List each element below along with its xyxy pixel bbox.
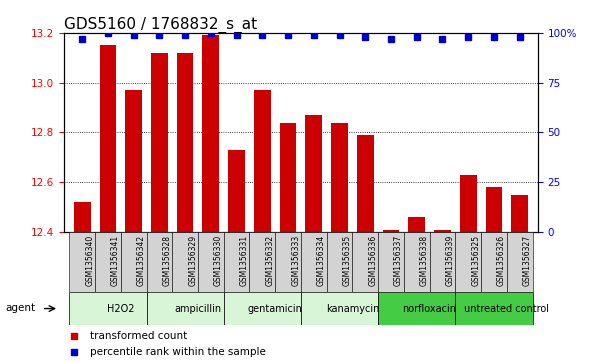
Bar <box>151 53 168 232</box>
Bar <box>202 35 219 232</box>
Bar <box>224 292 301 325</box>
Bar <box>69 292 147 325</box>
Text: untreated control: untreated control <box>464 303 549 314</box>
Bar <box>460 175 477 232</box>
Bar <box>280 123 296 232</box>
Bar <box>172 232 198 292</box>
Bar <box>378 292 455 325</box>
Text: gentamicin: gentamicin <box>247 303 302 314</box>
Text: agent: agent <box>5 303 35 313</box>
Text: norfloxacin: norfloxacin <box>403 303 456 314</box>
Text: GSM1356338: GSM1356338 <box>420 235 429 286</box>
Bar <box>306 115 322 232</box>
Bar <box>430 232 455 292</box>
Bar <box>177 53 194 232</box>
Bar <box>147 292 224 325</box>
Bar <box>481 232 507 292</box>
Text: GSM1356332: GSM1356332 <box>265 235 274 286</box>
Bar <box>455 232 481 292</box>
Text: GSM1356340: GSM1356340 <box>86 235 94 286</box>
Text: GSM1356334: GSM1356334 <box>317 235 326 286</box>
Text: GSM1356325: GSM1356325 <box>471 235 480 286</box>
Text: GSM1356327: GSM1356327 <box>523 235 532 286</box>
Bar <box>275 232 301 292</box>
Bar <box>327 232 353 292</box>
Bar <box>198 232 224 292</box>
Bar <box>408 217 425 232</box>
Text: GSM1356329: GSM1356329 <box>188 235 197 286</box>
Bar <box>382 230 400 232</box>
Bar <box>434 230 451 232</box>
Bar <box>254 90 271 232</box>
Text: GSM1356330: GSM1356330 <box>214 235 223 286</box>
Bar <box>125 90 142 232</box>
Bar <box>74 203 90 232</box>
Text: GSM1356337: GSM1356337 <box>394 235 403 286</box>
Bar <box>486 187 502 232</box>
Bar <box>121 232 147 292</box>
Text: GDS5160 / 1768832_s_at: GDS5160 / 1768832_s_at <box>64 16 257 33</box>
Bar <box>357 135 373 232</box>
Bar <box>404 232 430 292</box>
Text: H2O2: H2O2 <box>107 303 134 314</box>
Text: GSM1356335: GSM1356335 <box>343 235 351 286</box>
Bar <box>69 232 95 292</box>
Bar <box>301 232 327 292</box>
Text: GSM1356342: GSM1356342 <box>137 235 146 286</box>
Bar <box>95 232 121 292</box>
Text: transformed count: transformed count <box>90 331 188 340</box>
Text: GSM1356341: GSM1356341 <box>111 235 120 286</box>
Bar <box>507 232 533 292</box>
Text: GSM1356333: GSM1356333 <box>291 235 300 286</box>
Bar <box>229 150 245 232</box>
Text: GSM1356339: GSM1356339 <box>445 235 455 286</box>
Bar <box>301 292 378 325</box>
Text: percentile rank within the sample: percentile rank within the sample <box>90 347 266 357</box>
Bar <box>224 232 249 292</box>
Text: GSM1356328: GSM1356328 <box>163 235 172 286</box>
Text: GSM1356326: GSM1356326 <box>497 235 506 286</box>
Bar <box>455 292 533 325</box>
Bar <box>249 232 275 292</box>
Text: kanamycin: kanamycin <box>326 303 379 314</box>
Bar <box>511 195 528 232</box>
Text: ampicillin: ampicillin <box>174 303 222 314</box>
Text: GSM1356331: GSM1356331 <box>240 235 249 286</box>
Bar <box>378 232 404 292</box>
Bar <box>100 45 116 232</box>
Bar <box>147 232 172 292</box>
Bar <box>353 232 378 292</box>
Text: GSM1356336: GSM1356336 <box>368 235 378 286</box>
Bar <box>331 123 348 232</box>
